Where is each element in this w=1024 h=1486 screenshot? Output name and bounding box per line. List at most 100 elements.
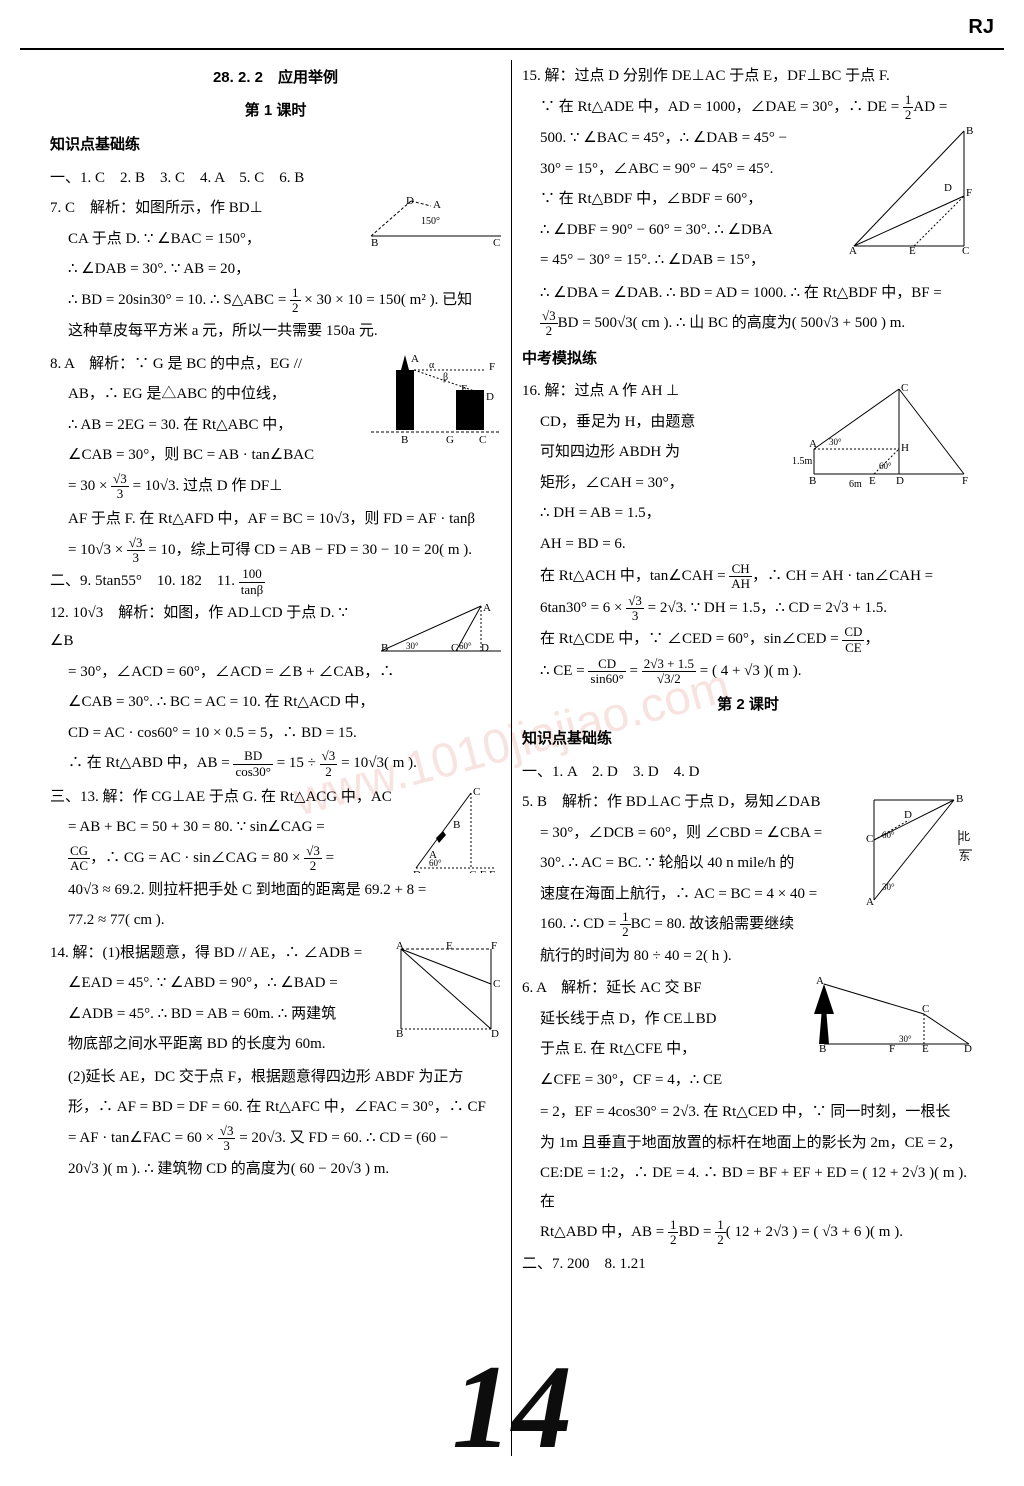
svg-text:D: D bbox=[491, 1028, 499, 1039]
svg-text:E: E bbox=[461, 383, 468, 395]
svg-text:D: D bbox=[896, 475, 904, 487]
left-column: 28. 2. 2 应用举例 第 1 课时 知识点基础练 一、1. C 2. B … bbox=[40, 60, 512, 1456]
q15i: √32BD = 500√3( cm ). ∴ 山 BC 的高度为( 500√3 … bbox=[522, 309, 974, 339]
q1: 一、1. C 2. B 3. C 4. A 5. C 6. B bbox=[50, 164, 501, 193]
diagram-q8: A α β F E D B G C bbox=[371, 350, 501, 445]
svg-text:1.5m: 1.5m bbox=[792, 456, 813, 467]
svg-text:B: B bbox=[396, 1028, 403, 1039]
svg-text:C: C bbox=[922, 1003, 929, 1015]
svg-text:A: A bbox=[809, 438, 817, 450]
svg-text:B: B bbox=[809, 475, 816, 487]
svg-text:D: D bbox=[964, 1043, 972, 1054]
svg-text:E: E bbox=[869, 475, 876, 487]
svg-text:D: D bbox=[413, 869, 421, 873]
svg-text:C: C bbox=[493, 978, 500, 990]
section-title: 28. 2. 2 应用举例 bbox=[50, 64, 501, 93]
svg-text:β: β bbox=[443, 372, 448, 383]
svg-text:H: H bbox=[901, 442, 909, 454]
svg-text:B: B bbox=[401, 434, 408, 445]
diagram-q14: A E F C B D bbox=[391, 939, 501, 1039]
svg-text:C: C bbox=[962, 245, 969, 256]
top-rule bbox=[20, 48, 1004, 50]
svg-text:A: A bbox=[411, 353, 419, 365]
svg-text:C: C bbox=[473, 786, 480, 798]
q16j: ∴ CE = CDsin60° = 2√3 + 1.5√3/2 = ( 4 + … bbox=[522, 657, 974, 687]
svg-text:F: F bbox=[491, 940, 497, 952]
q8f: AF 于点 F. 在 Rt△AFD 中，AF = BC = 10√3，则 FD … bbox=[50, 505, 501, 534]
svg-text:B: B bbox=[371, 237, 378, 246]
q12d: CD = AC · cos60° = 10 × 0.5 = 5，∴ BD = 1… bbox=[50, 719, 501, 748]
diagram-r6: A C B F E D 30° bbox=[804, 974, 974, 1054]
diagram-q12: B C D A 30° 60° bbox=[381, 601, 501, 656]
svg-text:F: F bbox=[489, 361, 495, 373]
r6e: = 2，EF = 4cos30° = 2√3. 在 Rt△CED 中，∵ 同一时… bbox=[522, 1098, 974, 1127]
q15a: 15. 解：过点 D 分别作 DE⊥AC 于点 E，DF⊥BC 于点 F. bbox=[522, 62, 974, 91]
svg-text:C: C bbox=[451, 642, 458, 654]
svg-text:A: A bbox=[483, 602, 491, 614]
q12c: ∠CAB = 30°. ∴ BC = AC = 10. 在 Rt△ACD 中， bbox=[50, 688, 501, 717]
page-content: 28. 2. 2 应用举例 第 1 课时 知识点基础练 一、1. C 2. B … bbox=[40, 60, 984, 1456]
q14e: (2)延长 AE，DC 交于点 F，根据题意得四边形 ABDF 为正方 bbox=[50, 1063, 501, 1092]
svg-text:G: G bbox=[446, 434, 454, 445]
diagram-q13: C B A D G E F 60° bbox=[411, 783, 501, 873]
q14f: 形，∴ AF = BD = DF = 60. 在 Rt△AFC 中，∠FAC =… bbox=[50, 1093, 501, 1122]
svg-text:E: E bbox=[446, 940, 453, 952]
lesson-title: 第 1 课时 bbox=[50, 97, 501, 126]
r7: 二、7. 200 8. 1.21 bbox=[522, 1250, 974, 1279]
q16e: ∴ DH = AB = 1.5， bbox=[522, 499, 974, 528]
svg-text:A: A bbox=[396, 940, 404, 952]
q12e: ∴ 在 Rt△ABD 中，AB = BDcos30° = 15 ÷ √32 = … bbox=[50, 749, 501, 779]
svg-text:G E: G E bbox=[469, 869, 487, 873]
r6g: CE:DE = 1:2，∴ DE = 4. ∴ BD = BF + EF + E… bbox=[522, 1159, 974, 1216]
diagram-r5: A C D B 30° 60° 北 东 bbox=[864, 790, 974, 910]
svg-text:F: F bbox=[889, 1043, 895, 1054]
svg-text:B: B bbox=[819, 1043, 826, 1054]
svg-text:B: B bbox=[956, 793, 963, 805]
q14g: = AF · tan∠FAC = 60 × √33 = 20√3. 又 FD =… bbox=[50, 1124, 501, 1154]
svg-text:C: C bbox=[901, 382, 908, 394]
svg-text:150°: 150° bbox=[421, 216, 440, 227]
svg-text:F: F bbox=[489, 869, 495, 873]
lesson2: 第 2 课时 bbox=[522, 691, 974, 720]
r5f: 航行的时间为 80 ÷ 40 = 2( h ). bbox=[522, 942, 974, 971]
svg-text:30°: 30° bbox=[882, 882, 895, 892]
svg-text:60°: 60° bbox=[879, 461, 892, 471]
subsection-1: 知识点基础练 bbox=[50, 131, 501, 160]
svg-text:α: α bbox=[429, 360, 435, 371]
q9: 二、9. 5tan55° 10. 182 11. 100tanβ bbox=[50, 567, 501, 597]
svg-text:D: D bbox=[481, 642, 489, 654]
svg-text:北: 北 bbox=[959, 830, 970, 843]
subsection-3: 知识点基础练 bbox=[522, 725, 974, 754]
q13e: 77.2 ≈ 77( cm ). bbox=[50, 906, 501, 935]
r6d: ∠CFE = 30°，CF = 4，∴ CE bbox=[522, 1066, 974, 1095]
q7c: ∴ ∠DAB = 30°. ∵ AB = 20， bbox=[50, 255, 501, 284]
svg-text:B: B bbox=[966, 126, 973, 137]
svg-text:60°: 60° bbox=[459, 641, 472, 651]
svg-text:D: D bbox=[486, 391, 494, 403]
svg-text:B: B bbox=[381, 642, 388, 654]
svg-text:60°: 60° bbox=[429, 858, 442, 868]
header-label: RJ bbox=[968, 16, 994, 39]
q14h: 20√3 )( m ). ∴ 建筑物 CD 的高度为( 60 − 20√3 ) … bbox=[50, 1155, 501, 1184]
svg-text:6m: 6m bbox=[849, 479, 862, 490]
q15b: ∵ 在 Rt△ADE 中，AD = 1000，∠DAE = 30°，∴ DE =… bbox=[522, 93, 974, 123]
svg-text:A: A bbox=[433, 199, 441, 211]
r5e: 160. ∴ CD = 12BC = 80. 故该船需要继续 bbox=[522, 910, 974, 940]
svg-text:30°: 30° bbox=[406, 641, 419, 651]
svg-text:F: F bbox=[966, 187, 972, 199]
q16g: 在 Rt△ACH 中，tan∠CAH = CHAH，∴ CH = AH · ta… bbox=[522, 562, 974, 592]
q7d: ∴ BD = 20sin30° = 10. ∴ S△ABC = 12 × 30 … bbox=[50, 286, 501, 316]
svg-text:A: A bbox=[816, 975, 824, 987]
q16i: 在 Rt△CDE 中，∵ ∠CED = 60°，sin∠CED = CDCE， bbox=[522, 625, 974, 655]
q7e: 这种草皮每平方米 a 元，所以一共需要 150a 元. bbox=[50, 317, 501, 346]
r6f: 为 1m 且垂直于地面放置的标杆在地面上的影长为 2m，CE = 2， bbox=[522, 1129, 974, 1158]
svg-text:D: D bbox=[904, 809, 912, 821]
svg-text:D: D bbox=[406, 196, 414, 207]
r1: 一、1. A 2. D 3. D 4. D bbox=[522, 758, 974, 787]
svg-text:A: A bbox=[866, 896, 874, 908]
svg-text:D: D bbox=[944, 182, 952, 194]
svg-text:B: B bbox=[453, 819, 460, 831]
r6h: Rt△ABD 中，AB = 12BD = 12( 12 + 2√3 ) = ( … bbox=[522, 1218, 974, 1248]
q12b: = 30°，∠ACD = 60°，∠ACD = ∠B + ∠CAB，∴ bbox=[50, 658, 501, 687]
svg-text:60°: 60° bbox=[882, 830, 895, 840]
